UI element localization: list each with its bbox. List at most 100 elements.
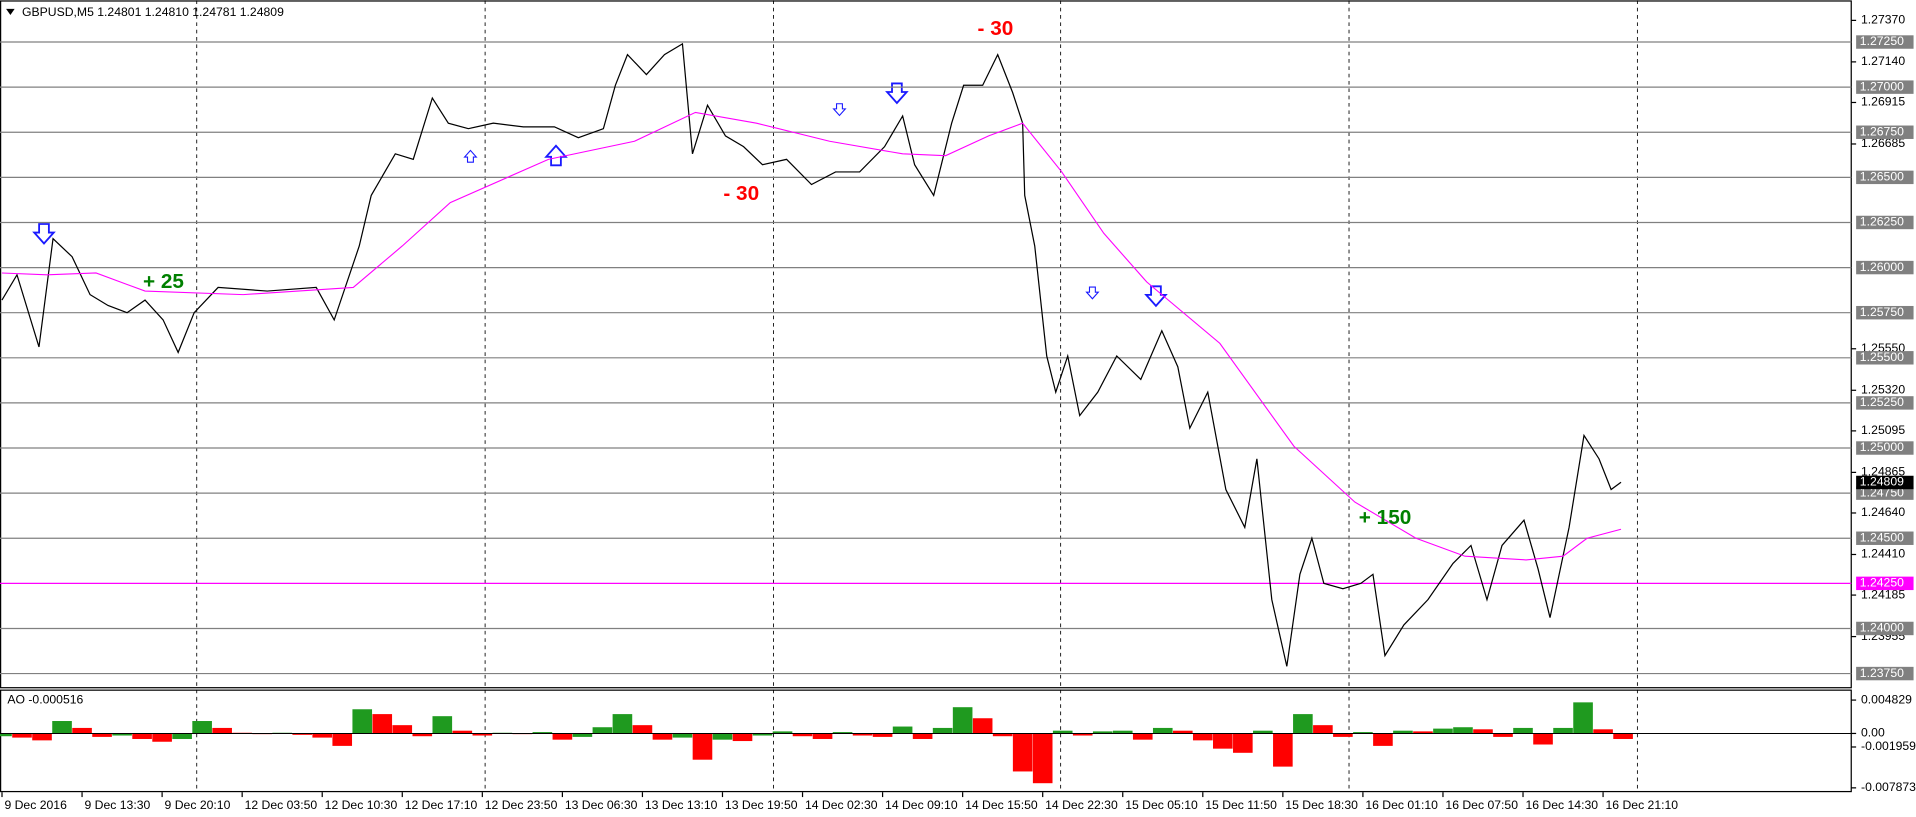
ao-bar	[372, 714, 393, 734]
ao-bar	[1573, 702, 1593, 734]
y-tick-label: 1.27140	[1861, 54, 1905, 68]
y-tick-label: 1.26685	[1861, 136, 1905, 150]
ao-bar	[1012, 733, 1033, 772]
ao-bar	[912, 733, 933, 739]
ao-bar	[932, 727, 953, 734]
ao-bar	[832, 732, 853, 734]
annotation: - 30	[978, 17, 1014, 40]
moving-average	[1, 111, 1622, 561]
down-arrow	[32, 223, 56, 245]
level-label: 1.26000	[1860, 260, 1904, 274]
ao-bar	[1172, 730, 1193, 734]
ao-bar	[1213, 733, 1233, 749]
ao-bar	[1393, 730, 1413, 734]
x-tick-label: 9 Dec 13:30	[84, 798, 150, 812]
ao-bar	[1373, 733, 1393, 746]
x-tick-label: 14 Dec 09:10	[885, 798, 958, 812]
up-arrow	[463, 149, 478, 163]
y-tick-label: 1.26915	[1861, 95, 1905, 109]
x-tick-label: 13 Dec 19:50	[725, 798, 798, 812]
y-tick-label: 1.24640	[1861, 505, 1905, 519]
level-label: 1.23750	[1860, 666, 1904, 680]
y-tick-label: 1.24865	[1861, 465, 1905, 479]
panel-frame	[0, 0, 1852, 689]
ao-bar	[1052, 730, 1073, 734]
ao-bar	[112, 733, 132, 736]
ao-bar	[972, 718, 993, 734]
ao-bar	[1112, 730, 1133, 734]
level-label: 1.27250	[1860, 34, 1904, 48]
x-tick-label: 15 Dec 11:50	[1205, 798, 1277, 812]
panel-frame	[0, 689, 1852, 793]
ao-bar	[212, 727, 232, 734]
level-label: 1.25500	[1860, 350, 1904, 364]
ao-bar	[1593, 729, 1613, 734]
ao-bar	[1553, 727, 1573, 734]
ao-bar	[92, 733, 112, 737]
ao-bar	[312, 733, 333, 738]
ao-bar	[992, 733, 1013, 737]
ao-bar	[772, 731, 793, 734]
chart-header: GBPUSD,M5 1.24801 1.24810 1.24781 1.2480…	[22, 5, 284, 19]
level-box	[1856, 666, 1914, 681]
y-tick-label: -0.007873	[1861, 780, 1916, 794]
ao-bar	[532, 732, 553, 734]
x-tick-label: 13 Dec 13:10	[645, 798, 718, 812]
ao-bar	[792, 733, 813, 737]
x-tick-label: 13 Dec 06:30	[565, 798, 638, 812]
ao-bar	[1132, 733, 1153, 740]
level-label: 1.26750	[1860, 124, 1904, 138]
level-label: 1.24500	[1860, 530, 1904, 544]
ao-bar	[852, 733, 873, 736]
x-tick-label: 14 Dec 22:30	[1045, 798, 1118, 812]
highlight-level-box	[1856, 576, 1914, 591]
ao-bar	[652, 733, 673, 740]
ao-bar	[52, 721, 72, 734]
signal-arrows	[32, 82, 1168, 308]
level-box	[1856, 351, 1914, 365]
ao-bar	[352, 709, 373, 734]
x-tick-label: 12 Dec 03:50	[245, 798, 318, 812]
level-box	[1856, 80, 1914, 94]
indicator-header: AO -0.000516	[7, 693, 83, 707]
down-arrow	[832, 103, 847, 117]
x-tick-label: 12 Dec 10:30	[325, 798, 398, 812]
ao-bar	[172, 733, 192, 739]
level-box	[1856, 486, 1914, 500]
ao-bar	[392, 725, 413, 734]
ao-bar	[552, 733, 573, 740]
ao-bar	[132, 733, 152, 739]
ao-bar	[1293, 714, 1313, 734]
ao-bar	[12, 733, 32, 738]
ao-bar	[692, 733, 713, 760]
annotation: - 30	[723, 182, 759, 205]
last-price-label: 1.24809	[1860, 475, 1904, 489]
x-tick-label: 16 Dec 07:50	[1445, 798, 1518, 812]
ao-bar	[1353, 732, 1373, 734]
last-price-box	[1856, 475, 1914, 490]
y-tick-label: 0.004829	[1861, 692, 1912, 706]
ao-bar	[1433, 728, 1453, 734]
ao-bar	[1092, 731, 1113, 734]
x-tick-label: 16 Dec 14:30	[1525, 798, 1598, 812]
ao-bar	[0, 733, 12, 737]
down-arrow	[885, 82, 909, 105]
ao-bar	[672, 733, 693, 738]
y-tick-label: -0.001959	[1861, 739, 1916, 753]
level-label: 1.26500	[1860, 170, 1904, 184]
ao-bar	[1273, 733, 1293, 767]
ao-bar	[1233, 733, 1253, 753]
level-box	[1856, 260, 1914, 275]
level-box	[1856, 125, 1914, 139]
ao-bar	[952, 707, 973, 734]
level-label: 1.26250	[1860, 215, 1904, 229]
ao-bar	[332, 733, 353, 746]
y-tick-label: 1.27370	[1861, 13, 1905, 27]
ao-bar	[1413, 731, 1433, 734]
ao-bar	[432, 716, 453, 734]
ao-bar	[612, 714, 633, 734]
y-tick-label: 1.24410	[1861, 547, 1905, 561]
x-tick-label: 12 Dec 23:50	[485, 798, 558, 812]
